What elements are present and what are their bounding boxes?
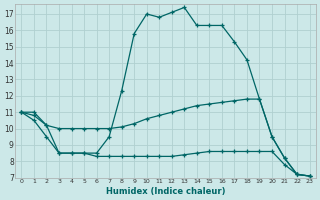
X-axis label: Humidex (Indice chaleur): Humidex (Indice chaleur) <box>106 187 225 196</box>
